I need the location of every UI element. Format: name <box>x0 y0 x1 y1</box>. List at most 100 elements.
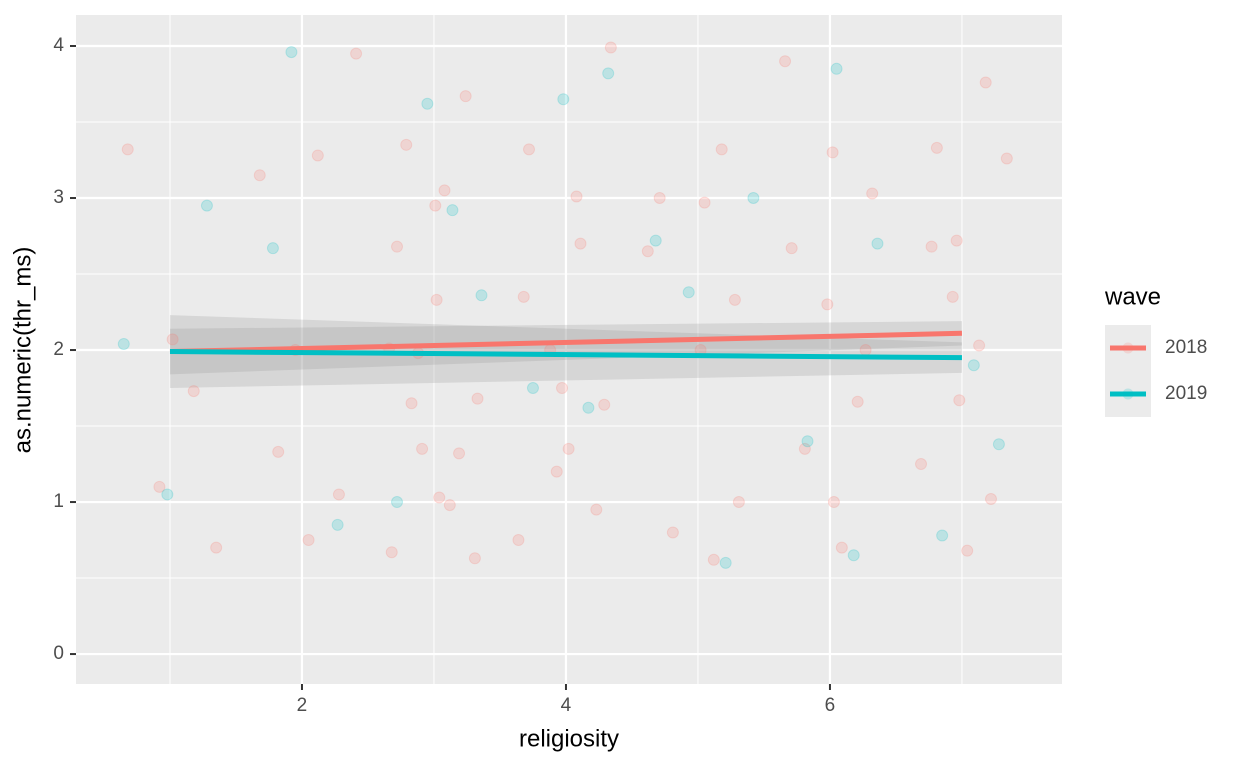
x-tick-label: 6 <box>825 695 836 716</box>
point <box>719 556 732 569</box>
point <box>200 199 213 212</box>
point <box>557 93 570 106</box>
point <box>512 534 525 547</box>
point <box>570 190 583 203</box>
point <box>961 544 974 557</box>
point <box>400 138 413 151</box>
point <box>272 445 285 458</box>
point <box>475 289 488 302</box>
point <box>827 496 840 509</box>
point <box>526 382 539 395</box>
y-tick-label: 2 <box>53 339 64 360</box>
point <box>121 143 134 156</box>
point <box>285 46 298 59</box>
point <box>925 240 938 253</box>
point <box>1000 152 1013 165</box>
point <box>871 237 884 250</box>
point <box>641 245 654 258</box>
point <box>785 242 798 255</box>
point <box>117 337 130 350</box>
point <box>847 549 860 562</box>
point <box>416 442 429 455</box>
point <box>698 196 711 209</box>
point <box>728 293 741 306</box>
point <box>302 534 315 547</box>
point <box>835 541 848 554</box>
confidence-band <box>169 321 962 375</box>
point <box>598 398 611 411</box>
ribbons <box>169 315 962 389</box>
point <box>967 359 980 372</box>
point <box>930 141 943 154</box>
axes: 2 4 6 0 1 2 3 4 <box>53 35 835 716</box>
y-tick-label: 3 <box>53 187 64 208</box>
point <box>153 480 166 493</box>
point <box>429 199 442 212</box>
point <box>311 149 324 162</box>
point <box>953 394 966 407</box>
point <box>253 169 266 182</box>
point <box>851 395 864 408</box>
point <box>950 234 963 247</box>
point <box>666 526 679 539</box>
y-tick-label: 1 <box>53 491 64 512</box>
legend-label: 2019 <box>1165 383 1207 404</box>
point <box>747 192 760 205</box>
legend-label: 2018 <box>1165 337 1207 358</box>
point <box>979 76 992 89</box>
point <box>166 333 179 346</box>
point <box>266 242 279 255</box>
fit-line <box>169 349 962 361</box>
point <box>859 344 872 357</box>
x-tick-label: 4 <box>561 695 572 716</box>
point <box>562 442 575 455</box>
x-tick-label: 2 <box>297 695 308 716</box>
legend-point <box>1122 342 1134 354</box>
fit-lines <box>169 330 963 361</box>
point <box>391 240 404 253</box>
legend: wave 2018 2019 <box>1104 283 1207 417</box>
point <box>523 143 536 156</box>
point <box>471 392 484 405</box>
point <box>556 382 569 395</box>
y-tick-label: 0 <box>53 643 64 664</box>
point <box>984 493 997 506</box>
point <box>446 204 459 217</box>
confidence-band <box>169 315 962 389</box>
legend-title: wave <box>1104 283 1161 310</box>
point <box>550 465 563 478</box>
point <box>433 491 446 504</box>
y-tick-label: 4 <box>53 35 64 56</box>
point <box>798 442 811 455</box>
point <box>732 496 745 509</box>
point <box>604 41 617 54</box>
point <box>779 55 792 68</box>
point <box>649 234 662 247</box>
point <box>517 290 530 303</box>
point <box>350 47 363 60</box>
point <box>459 90 472 103</box>
point <box>590 503 603 516</box>
x-axis-title: religiosity <box>519 725 619 752</box>
point <box>915 458 928 471</box>
point <box>443 499 456 512</box>
point <box>602 67 615 80</box>
y-axis-title: as.numeric(thr_ms) <box>9 247 36 454</box>
point <box>801 435 814 448</box>
point <box>430 293 443 306</box>
point <box>332 488 345 501</box>
legend-point <box>1122 388 1134 400</box>
grid <box>76 15 1062 684</box>
points <box>117 41 1013 569</box>
point <box>421 97 434 110</box>
point <box>468 552 481 565</box>
point <box>653 192 666 205</box>
point <box>331 518 344 531</box>
point <box>574 237 587 250</box>
point <box>707 553 720 566</box>
point <box>682 286 695 299</box>
point <box>715 143 728 156</box>
point <box>391 496 404 509</box>
point <box>405 397 418 410</box>
